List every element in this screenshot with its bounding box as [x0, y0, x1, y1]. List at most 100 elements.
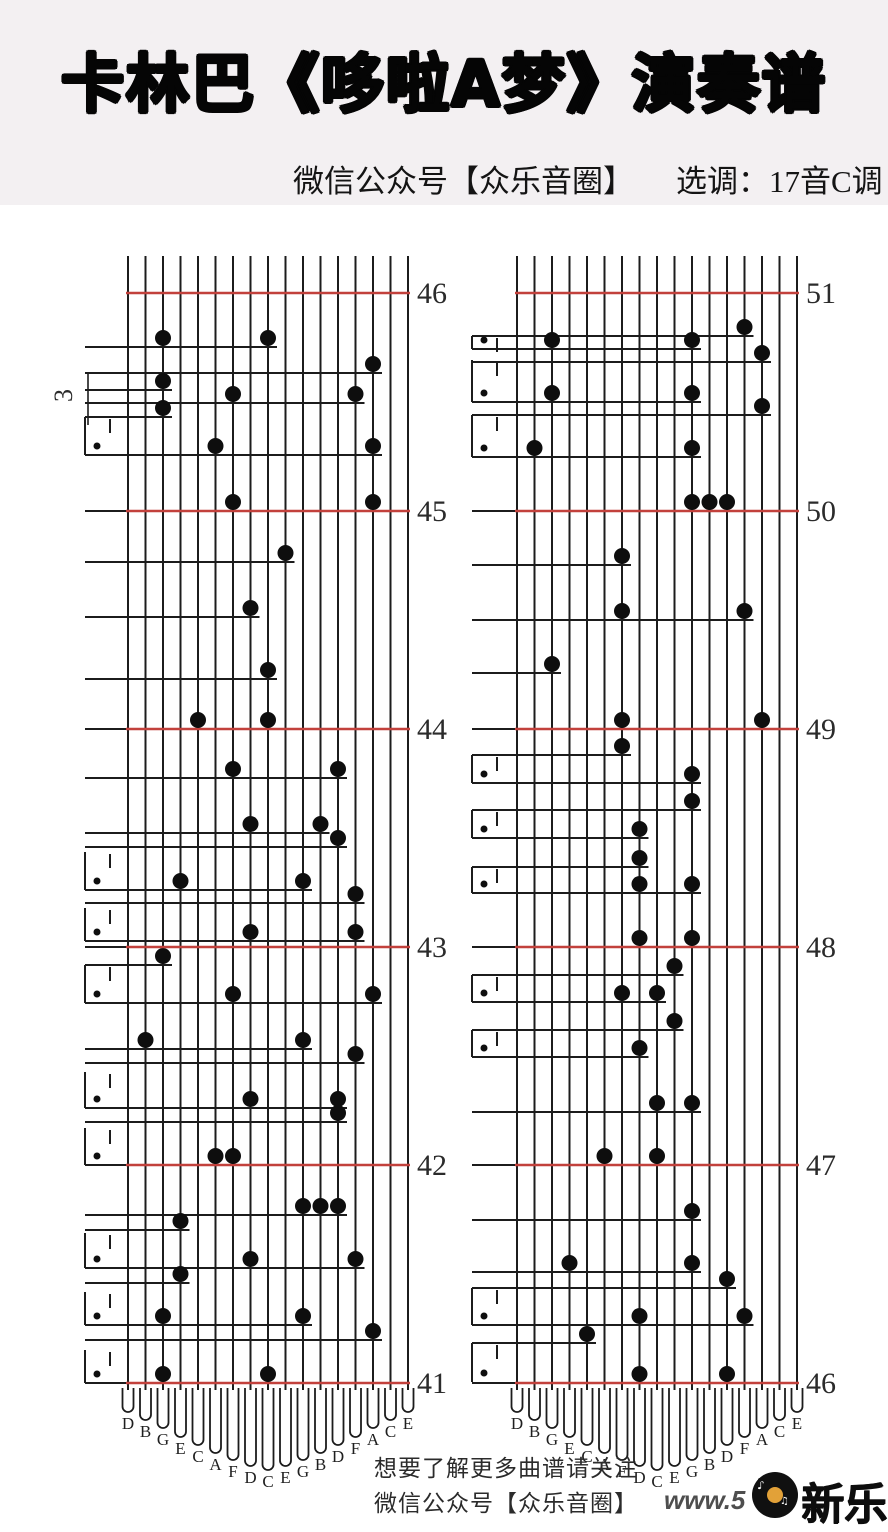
tine-tip: [331, 1388, 345, 1446]
rest-dot: [480, 444, 488, 452]
tine-label: C: [192, 1447, 203, 1466]
tine-label: D: [332, 1447, 344, 1466]
note-dot: [684, 793, 700, 809]
note-dot: [544, 332, 560, 348]
note-dot: [155, 400, 171, 416]
note-dot: [277, 545, 294, 561]
tine-label: D: [244, 1468, 256, 1487]
note-dot: [365, 356, 381, 372]
note-dot: [242, 600, 259, 616]
measure-number: 51: [806, 277, 836, 310]
note-dot: [684, 1255, 700, 1271]
note-dot: [631, 850, 648, 866]
tine-label: A: [367, 1430, 380, 1449]
tine-tip: [738, 1388, 751, 1438]
note-dot: [736, 319, 753, 335]
rest-dot: [93, 1095, 101, 1103]
note-dot: [330, 1105, 346, 1121]
note-dot: [631, 1308, 648, 1324]
note-dot: [347, 1046, 364, 1062]
music-note-icon: ♪: [757, 1478, 765, 1492]
tine-tip: [720, 1388, 734, 1446]
rest-dot: [480, 1044, 488, 1052]
note-dot: [684, 332, 700, 348]
tine-tip: [528, 1388, 541, 1421]
rest-dot: [93, 1312, 101, 1320]
note-dot: [684, 440, 700, 456]
tine-label: D: [511, 1414, 523, 1433]
tine-tip: [545, 1388, 559, 1429]
rest-dot: [480, 989, 488, 997]
note-dot: [684, 1203, 700, 1219]
note-dot: [242, 1091, 259, 1107]
record-hole: [758, 1478, 762, 1482]
measure-number: 46: [806, 1367, 836, 1400]
rest-dot: [480, 336, 488, 344]
tine-label: E: [403, 1414, 413, 1433]
tine-tip: [633, 1388, 646, 1467]
note-dot: [684, 385, 700, 401]
note-dot: [155, 373, 171, 389]
rest-dot: [93, 1152, 101, 1160]
tine-tip: [244, 1388, 257, 1467]
note-dot: [347, 1251, 364, 1267]
tine-tip: [401, 1388, 415, 1413]
note-dot: [684, 494, 700, 510]
note-dot: [295, 1198, 311, 1214]
note-dot: [295, 1308, 311, 1324]
tine-tip: [139, 1388, 152, 1421]
rest-dot: [93, 928, 101, 936]
note-dot: [561, 1255, 578, 1271]
note-dot: [631, 821, 648, 837]
note-dot: [631, 930, 648, 946]
tine-tip: [209, 1388, 222, 1454]
tine-label: B: [140, 1422, 151, 1441]
tine-label: B: [704, 1455, 715, 1474]
measure-number: 48: [806, 931, 836, 964]
note-dot: [172, 1266, 189, 1282]
tine-tip: [384, 1388, 397, 1421]
tine-label: E: [564, 1439, 574, 1458]
tine-label: B: [315, 1455, 326, 1474]
note-dot: [365, 438, 381, 454]
note-dot: [544, 656, 560, 672]
tine-label: E: [669, 1468, 679, 1487]
note-dot: [295, 873, 311, 889]
note-dot: [347, 924, 364, 940]
note-dot: [242, 816, 259, 832]
tine-label: B: [529, 1422, 540, 1441]
measure-number: 43: [417, 931, 447, 964]
tine-label: G: [686, 1462, 698, 1481]
rest-dot: [480, 1312, 488, 1320]
note-dot: [155, 1308, 171, 1324]
tine-tip: [191, 1388, 205, 1446]
tine-tip: [598, 1388, 611, 1454]
note-dot: [684, 1095, 700, 1111]
rest-dot: [480, 825, 488, 833]
header-band: [0, 0, 888, 205]
note-dot: [649, 985, 665, 1001]
note-dot: [631, 1040, 648, 1056]
tine-tip: [261, 1388, 275, 1471]
tine-label: F: [617, 1462, 626, 1481]
tine-tip: [790, 1388, 804, 1413]
measure-number: 47: [806, 1149, 836, 1182]
measure-number: 49: [806, 713, 836, 746]
subtitle-tuning: 选调：17音C调: [676, 164, 883, 199]
subtitle: 微信公众号【众乐音圈】 选调：17音C调: [293, 156, 883, 201]
rest-dot: [480, 880, 488, 888]
tine-label: C: [581, 1447, 592, 1466]
note-dot: [295, 1032, 311, 1048]
note-dot: [754, 712, 770, 728]
measure-number: 45: [417, 495, 447, 528]
footer-note-line2: 微信公众号【众乐音圈】: [374, 1490, 638, 1516]
tine-label: F: [228, 1462, 237, 1481]
rest-dot: [480, 389, 488, 397]
note-dot: [225, 986, 241, 1002]
note-dot: [684, 766, 700, 782]
note-dot: [684, 876, 700, 892]
tine-label: E: [175, 1439, 185, 1458]
tine-label: F: [351, 1439, 360, 1458]
tine-tip: [685, 1388, 699, 1461]
